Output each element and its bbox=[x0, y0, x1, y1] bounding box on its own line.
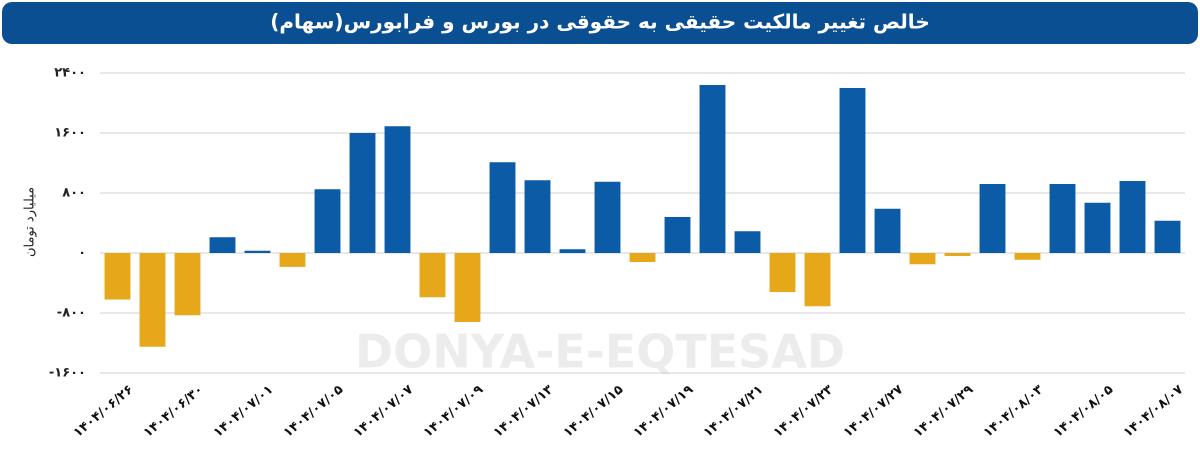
x-tick-label: ۱۴۰۴/۰۸/۰۳ bbox=[981, 382, 1047, 440]
x-tick-label: ۱۴۰۴/۰۷/۲۹ bbox=[911, 382, 977, 440]
x-tick-label: ۱۴۰۴/۰۷/۱۹ bbox=[631, 382, 697, 440]
bar bbox=[104, 253, 131, 300]
bar bbox=[1119, 181, 1146, 253]
bar bbox=[664, 217, 691, 253]
bar bbox=[489, 162, 516, 253]
y-tick-label: ۰ bbox=[78, 246, 86, 261]
y-tick-label: -۱۶۰۰ bbox=[49, 366, 86, 381]
bar bbox=[839, 88, 866, 253]
bar bbox=[419, 253, 446, 298]
x-tick-label: ۱۴۰۴/۰۷/۰۱ bbox=[211, 382, 277, 440]
bar bbox=[979, 184, 1006, 253]
bar bbox=[1014, 253, 1041, 260]
title-banner bbox=[2, 2, 1198, 44]
bar bbox=[244, 250, 271, 253]
bar bbox=[909, 253, 936, 265]
bar bbox=[314, 189, 341, 253]
bar bbox=[1049, 184, 1076, 253]
x-tick-label: ۱۴۰۴/۰۷/۰۵ bbox=[281, 382, 347, 440]
bar bbox=[769, 253, 796, 292]
bar bbox=[734, 231, 761, 253]
bar bbox=[524, 180, 551, 253]
x-tick-label: ۱۴۰۴/۰۷/۲۱ bbox=[701, 382, 767, 440]
bar bbox=[279, 253, 306, 267]
bar bbox=[944, 253, 971, 256]
bar bbox=[1154, 220, 1181, 253]
bar bbox=[629, 253, 656, 262]
x-tick-label: ۱۴۰۴/۰۶/۳۰ bbox=[141, 382, 207, 440]
x-tick-label: ۱۴۰۴/۰۷/۱۳ bbox=[491, 382, 557, 440]
y-tick-label: ۲۴۰۰ bbox=[54, 66, 86, 81]
x-tick-label: ۱۴۰۴/۰۸/۰۷ bbox=[1121, 382, 1187, 440]
bar bbox=[1084, 202, 1111, 253]
y-axis-label: میلیارد تومان bbox=[23, 187, 38, 257]
bar bbox=[139, 253, 166, 347]
bar bbox=[349, 133, 376, 253]
bar bbox=[594, 181, 621, 253]
bar bbox=[174, 253, 201, 316]
x-tick-label: ۱۴۰۴/۰۸/۰۵ bbox=[1051, 382, 1117, 440]
bar bbox=[384, 126, 411, 253]
y-tick-label: ۱۶۰۰ bbox=[54, 126, 86, 141]
bar bbox=[209, 237, 236, 253]
y-tick-label: -۸۰۰ bbox=[57, 306, 86, 321]
x-tick-label: ۱۴۰۴/۰۷/۲۷ bbox=[841, 382, 907, 440]
x-tick-label: ۱۴۰۴/۰۷/۲۳ bbox=[771, 382, 837, 440]
bar bbox=[559, 249, 586, 253]
x-tick-label: ۱۴۰۴/۰۷/۰۹ bbox=[421, 382, 487, 440]
x-tick-label: ۱۴۰۴/۰۷/۱۵ bbox=[561, 382, 627, 440]
y-tick-label: ۸۰۰ bbox=[62, 186, 86, 201]
bar bbox=[454, 253, 481, 322]
x-tick-label: ۱۴۰۴/۰۷/۰۷ bbox=[351, 382, 417, 440]
watermark: DONYA-E-EQTESAD bbox=[355, 325, 845, 379]
bar bbox=[804, 253, 831, 307]
bar bbox=[699, 85, 726, 253]
bar bbox=[874, 208, 901, 253]
chart-title: خالص تغییر مالکیت حقیقی به حقوقی در بورس… bbox=[270, 10, 929, 34]
x-tick-label: ۱۴۰۴/۰۶/۲۶ bbox=[71, 382, 137, 440]
